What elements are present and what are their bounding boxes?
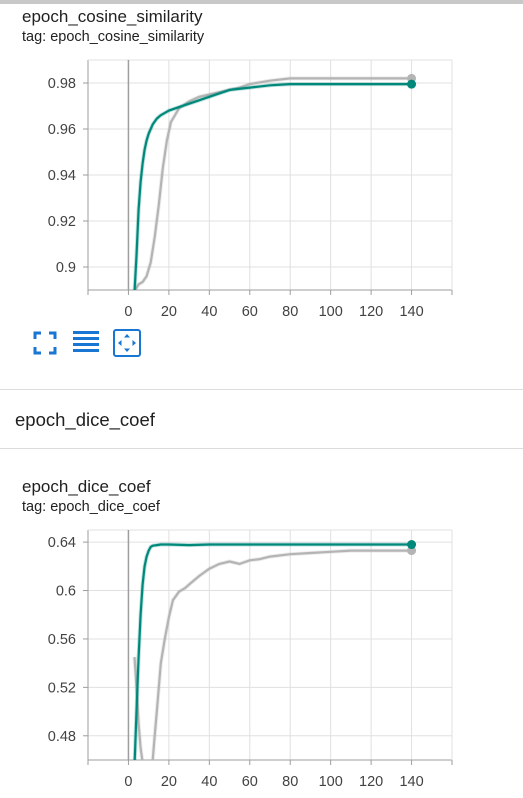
y-tick-label: 0.9 (56, 260, 76, 276)
x-tick-label: 100 (319, 774, 343, 790)
series-1-end-point (407, 540, 417, 550)
y-tick-label: 0.64 (48, 535, 76, 551)
x-tick-label: 40 (201, 304, 217, 320)
y-tick-label: 0.96 (48, 122, 76, 138)
series-0-raw-line (132, 548, 412, 760)
series-0-raw-line (132, 76, 412, 290)
series-1 (132, 82, 412, 290)
x-tick-label: 120 (359, 774, 383, 790)
chart-2-tag: tag: epoch_dice_coef (22, 499, 160, 515)
series-1-line (133, 82, 412, 290)
fullscreen-icon (33, 331, 57, 355)
grid-lines (88, 530, 452, 760)
series-0-line (133, 549, 412, 760)
x-tick-label: 80 (282, 304, 298, 320)
chart-1-plot[interactable]: 0.9 0.92 0.94 0.96 0.98 0 20 40 60 80 100 120 140 (0, 50, 523, 322)
x-tick-label: 140 (399, 304, 423, 320)
chart-1-title: epoch_cosine_similarity (22, 7, 203, 26)
x-tick-label: 100 (319, 304, 343, 320)
y-axis: 0.48 0.52 0.56 0.6 0.64 (48, 535, 88, 745)
y-tick-label: 0.94 (48, 168, 76, 184)
y-tick-label: 0.48 (48, 729, 76, 745)
fit-domain-button[interactable] (112, 328, 142, 358)
y-tick-label: 0.98 (48, 76, 76, 92)
toggle-data-table-button[interactable] (71, 328, 101, 358)
x-tick-label: 40 (201, 774, 217, 790)
y-axis: 0.9 0.92 0.94 0.96 0.98 (48, 76, 88, 276)
x-tick-label: 140 (399, 774, 423, 790)
x-axis: 0 20 40 60 80 100 120 140 (87, 290, 453, 320)
fullscreen-button[interactable] (30, 328, 60, 358)
chart-toolbar (30, 328, 150, 358)
x-tick-label: 0 (124, 304, 132, 320)
chart-2-title: epoch_dice_coef (22, 477, 151, 496)
x-tick-label: 60 (242, 304, 258, 320)
x-tick-label: 20 (161, 304, 177, 320)
series-1-end-point (407, 79, 417, 89)
x-tick-label: 120 (359, 304, 383, 320)
series-0 (132, 76, 412, 290)
chart-1-tag: tag: epoch_cosine_similarity (22, 29, 205, 45)
y-tick-label: 0.6 (56, 584, 76, 600)
x-axis: 0 20 40 60 80 100 120 140 (87, 760, 453, 790)
x-tick-label: 0 (124, 774, 132, 790)
x-tick-label: 60 (242, 774, 258, 790)
series-1 (132, 542, 412, 760)
section-divider-bottom (0, 448, 523, 449)
series-0 (132, 548, 412, 760)
section-divider-top (0, 389, 523, 390)
x-tick-label: 80 (282, 774, 298, 790)
y-tick-label: 0.92 (48, 214, 76, 230)
chart-2-plot[interactable]: 0.48 0.52 0.56 0.6 0.64 0 20 40 60 80 100 120 140 (0, 520, 523, 798)
fit-domain-icon (113, 329, 141, 357)
series-1-line (133, 543, 412, 760)
y-tick-label: 0.52 (48, 680, 76, 696)
group-title: epoch_dice_coef (15, 409, 155, 430)
data-table-icon (73, 331, 99, 352)
series-1-raw-line (132, 542, 412, 760)
x-tick-label: 20 (161, 774, 177, 790)
series-0-line (133, 77, 412, 290)
y-tick-label: 0.56 (48, 632, 76, 648)
top-border (0, 0, 523, 4)
